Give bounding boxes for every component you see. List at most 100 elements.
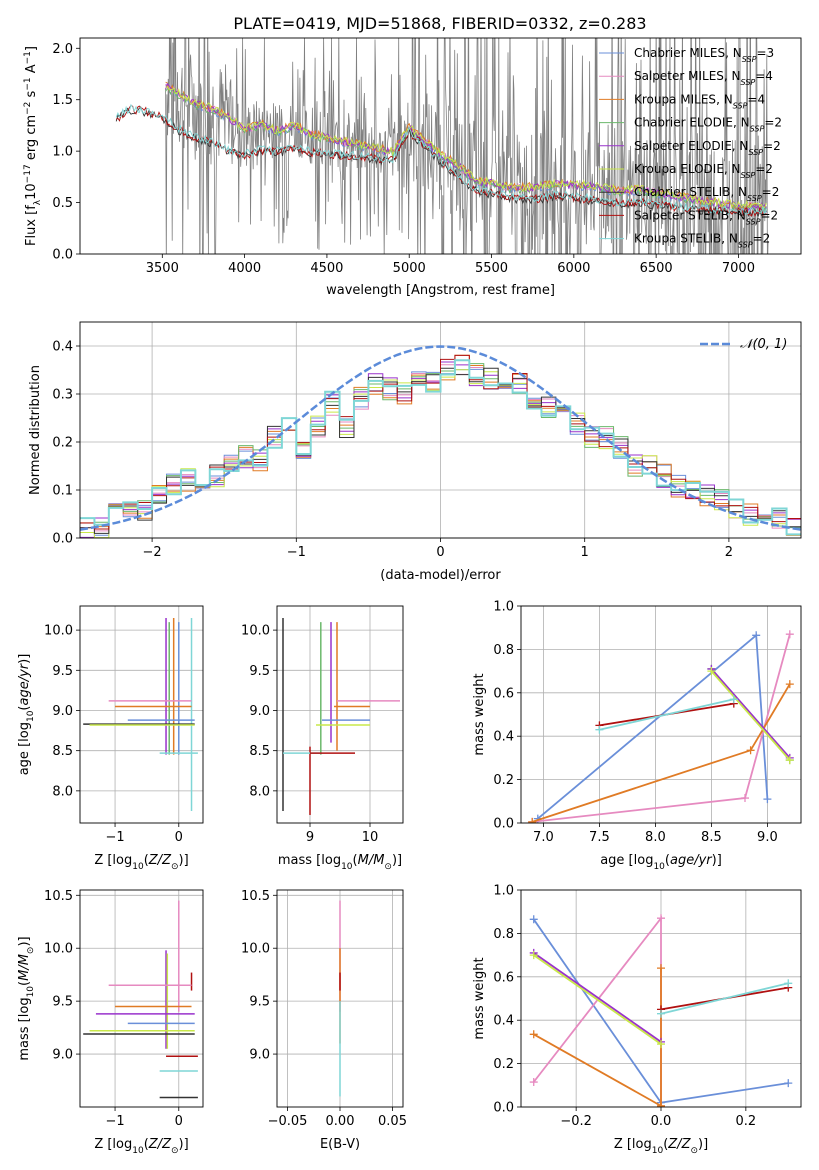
- y-tick-label: 0.8: [493, 927, 514, 942]
- y-axis-label: Normed distribution: [28, 365, 43, 495]
- y-tick-label: 8.5: [52, 744, 73, 759]
- weight-series-line: [710, 668, 791, 759]
- legend-entry: 𝒩(0, 1): [740, 337, 787, 352]
- y-tick-label: 1.0: [52, 145, 73, 160]
- weight-series-line: [660, 982, 789, 1015]
- legend-model: Chabrier ELODIE: [634, 116, 733, 130]
- age_vs_Z-frame: [79, 605, 204, 824]
- weight_vs_Z-axes: −0.2 0.0 0.2 0.0 0.2 0.4 0.6 0.8 1.0: [493, 884, 801, 1129]
- weight-point: [785, 756, 794, 765]
- x-tick-label: 9.0: [757, 830, 778, 845]
- x-tick-label: 3500: [146, 261, 179, 276]
- model-spectrum: [115, 103, 767, 216]
- x-tick-label: 8.5: [701, 830, 722, 845]
- x-tick-label: 0: [175, 830, 183, 845]
- legend-entry: Chabrier STELIB, NSSP=2: [634, 185, 779, 203]
- y-tick-label: 9.0: [249, 1048, 270, 1063]
- weight-point: [784, 979, 793, 988]
- y-tick-label: 8.5: [249, 744, 270, 759]
- x-tick-label: −2: [143, 545, 162, 560]
- figure-title: PLATE=0419, MJD=51868, FIBERID=0332, z=0…: [233, 14, 646, 33]
- y-tick-label: 1.0: [493, 600, 514, 615]
- weight_vs_age-frame: [520, 605, 802, 824]
- legend-entry: Salpeter MILES, NSSP=4: [634, 69, 773, 87]
- spectrum-frame: [79, 37, 802, 255]
- y-tick-label: 9.5: [52, 995, 73, 1010]
- legend-model: Kroupa MILES: [634, 92, 716, 106]
- x-tick-label: 0.00: [326, 1114, 355, 1129]
- x-tick-label: 7.5: [589, 830, 610, 845]
- weight_vs_Z-frame: [520, 889, 802, 1108]
- legend-model: Salpeter STELIB: [634, 208, 729, 222]
- y-tick-label: 9.5: [52, 664, 73, 679]
- legend-nssp: 2: [774, 116, 782, 130]
- x-tick-label: 0.05: [378, 1114, 407, 1129]
- legend-model: Salpeter MILES: [634, 69, 724, 83]
- weight-point: [529, 915, 538, 924]
- y-tick-label: 9.5: [249, 995, 270, 1010]
- y-tick-label: 0.2: [493, 773, 514, 788]
- legend-entry: Salpeter STELIB, NSSP=2: [634, 208, 778, 226]
- mass_vs_Z-plot-area: [83, 900, 198, 1099]
- weight-point: [729, 695, 738, 704]
- legend-entry: Kroupa ELODIE, NSSP=2: [634, 162, 773, 180]
- y-tick-label: 8.0: [249, 784, 270, 799]
- weight-point: [595, 725, 604, 734]
- weight-point: [528, 817, 537, 823]
- spectrum-axes: 3500 4000 4500 5000 5500 6000 6500 7000 0.0 0.5 1.…: [52, 42, 755, 276]
- y-tick-label: 0.1: [52, 484, 73, 499]
- spectrum-plot-area: [115, 38, 769, 254]
- weight-point: [657, 1101, 665, 1107]
- weight-point: [763, 795, 772, 804]
- weight-point: [529, 951, 538, 960]
- y-tick-label: 0.6: [493, 970, 514, 985]
- y-tick-label: 0.8: [493, 643, 514, 658]
- model-spectrum: [165, 86, 767, 209]
- mass_vs_Z-axes: −1 0 9.0 9.5 10.0 10.5: [44, 889, 203, 1129]
- y-axis-label: mass weight: [472, 957, 487, 1039]
- y-tick-label: 10.0: [44, 942, 73, 957]
- y-tick-label: 10.5: [44, 889, 73, 904]
- y-tick-label: 2.0: [52, 42, 73, 57]
- y-axis-label: mass weight: [472, 673, 487, 755]
- legend-nssp: 3: [767, 46, 775, 60]
- y-tick-label: 0.3: [52, 388, 73, 403]
- weight-point: [784, 1079, 793, 1088]
- y-axis-label: Flux [fλ10−17 erg cm−2 s−1 A−1]: [23, 46, 43, 246]
- legend-model: Kroupa ELODIE: [634, 162, 724, 176]
- x-axis-label: Z [log10(Z/Z⊙)]: [94, 1137, 188, 1156]
- x-tick-label: 7.0: [533, 830, 554, 845]
- weight-series-line: [710, 670, 791, 761]
- residuals-plot-area: [80, 345, 801, 538]
- x-tick-label: 7000: [722, 261, 755, 276]
- y-tick-label: 0.5: [52, 196, 73, 211]
- legend-entry: Salpeter ELODIE, NSSP=2: [634, 139, 781, 157]
- age_vs_mass-frame: [276, 605, 404, 824]
- legend-entry: Chabrier ELODIE, NSSP=2: [634, 116, 782, 134]
- y-tick-label: 0.2: [493, 1057, 514, 1072]
- x-tick-label: 10: [362, 830, 379, 845]
- y-tick-label: 1.5: [52, 93, 73, 108]
- mass_vs_Z-frame: [79, 889, 204, 1108]
- weight-point: [746, 746, 755, 755]
- x-tick-label: 0: [436, 545, 444, 560]
- weight-series-line: [599, 698, 734, 731]
- x-axis-label: age [log10(age/yr)]: [600, 853, 722, 872]
- y-tick-label: 10.0: [44, 624, 73, 639]
- legend-nssp: 4: [757, 92, 765, 106]
- weight-point: [752, 631, 761, 640]
- weight-point: [657, 1009, 665, 1018]
- x-tick-label: 0.2: [736, 1114, 757, 1129]
- y-tick-label: 9.0: [249, 704, 270, 719]
- x-axis-label: Z [log10(Z/Z⊙)]: [614, 1137, 708, 1156]
- y-tick-label: 0.4: [493, 730, 514, 745]
- age_vs_mass-axes: 9 10 8.0 8.5 9.0 9.5 10.0: [241, 606, 403, 845]
- y-tick-label: 10.0: [241, 942, 270, 957]
- legend-entry: Chabrier MILES, NSSP=3: [634, 46, 774, 64]
- y-axis-label: mass [log10(M/M⊙)]: [17, 936, 36, 1060]
- x-tick-label: −1: [287, 545, 306, 560]
- x-tick-label: 8.0: [645, 830, 666, 845]
- residuals-frame: [79, 321, 802, 539]
- weight-series-line: [537, 633, 769, 820]
- y-tick-label: 0.0: [493, 817, 514, 832]
